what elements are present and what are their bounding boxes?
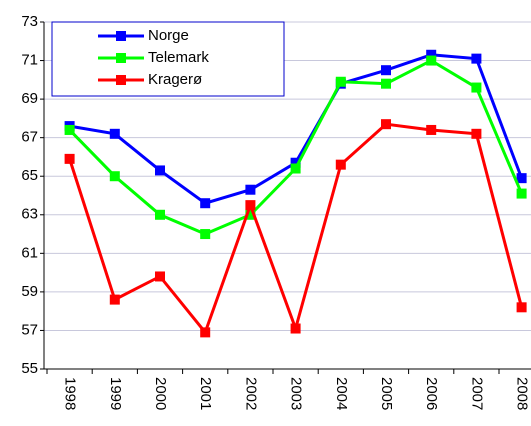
point-marker xyxy=(155,165,165,176)
point-marker xyxy=(426,49,437,60)
x-tick-label: 1998 xyxy=(62,377,79,410)
point-marker xyxy=(516,173,527,184)
point-marker xyxy=(155,271,165,282)
legend-marker xyxy=(116,53,126,63)
legend-label: Norge xyxy=(148,27,189,44)
x-tick-label: 1999 xyxy=(107,377,124,410)
y-tick-label: 73 xyxy=(21,13,38,30)
x-tick-label: 2004 xyxy=(333,377,350,410)
y-tick-label: 71 xyxy=(21,52,38,69)
x-tick-label: 2000 xyxy=(152,377,169,410)
point-marker xyxy=(516,302,527,313)
point-marker xyxy=(471,128,482,139)
y-tick-label: 61 xyxy=(21,244,38,261)
point-marker xyxy=(426,124,437,135)
point-marker xyxy=(245,209,256,220)
point-marker xyxy=(471,53,482,64)
point-marker xyxy=(335,159,346,170)
x-tick-label: 2008 xyxy=(514,377,531,410)
legend-box xyxy=(51,21,285,97)
y-tick-label: 57 xyxy=(21,321,38,338)
point-marker xyxy=(516,188,527,199)
x-tick-label: 2005 xyxy=(378,377,395,410)
point-marker xyxy=(290,163,301,174)
point-marker xyxy=(335,76,346,87)
legend-marker xyxy=(116,31,126,41)
y-tick-label: 55 xyxy=(21,360,38,377)
point-marker xyxy=(381,65,391,76)
point-marker xyxy=(381,78,391,89)
x-tick-label: 2007 xyxy=(468,377,485,410)
x-tick-label: 2003 xyxy=(288,377,305,410)
point-marker xyxy=(290,157,301,168)
x-tick-label: 2006 xyxy=(423,377,440,410)
point-marker xyxy=(109,171,120,182)
point-marker xyxy=(245,200,256,211)
point-marker xyxy=(426,55,437,66)
legend-marker xyxy=(116,75,126,85)
x-tick-label: 2002 xyxy=(242,377,259,410)
point-marker xyxy=(381,119,391,130)
legend-label: Telemark xyxy=(148,49,209,66)
point-marker xyxy=(245,184,256,195)
point-marker xyxy=(200,198,211,209)
y-tick-label: 67 xyxy=(21,129,38,146)
point-marker xyxy=(64,124,75,135)
point-marker xyxy=(471,82,482,93)
legend-label: Kragerø xyxy=(148,71,202,88)
y-tick-label: 63 xyxy=(21,206,38,223)
point-marker xyxy=(109,294,120,305)
point-marker xyxy=(109,128,120,139)
point-marker xyxy=(64,153,75,164)
series-line xyxy=(68,122,524,336)
point-marker xyxy=(200,229,211,240)
y-tick-label: 69 xyxy=(21,90,38,107)
x-tick-label: 2001 xyxy=(197,377,214,410)
y-tick-label: 59 xyxy=(21,283,38,300)
point-marker xyxy=(290,323,301,334)
y-tick-label: 65 xyxy=(21,167,38,184)
point-marker xyxy=(200,327,211,338)
point-marker xyxy=(155,209,165,220)
